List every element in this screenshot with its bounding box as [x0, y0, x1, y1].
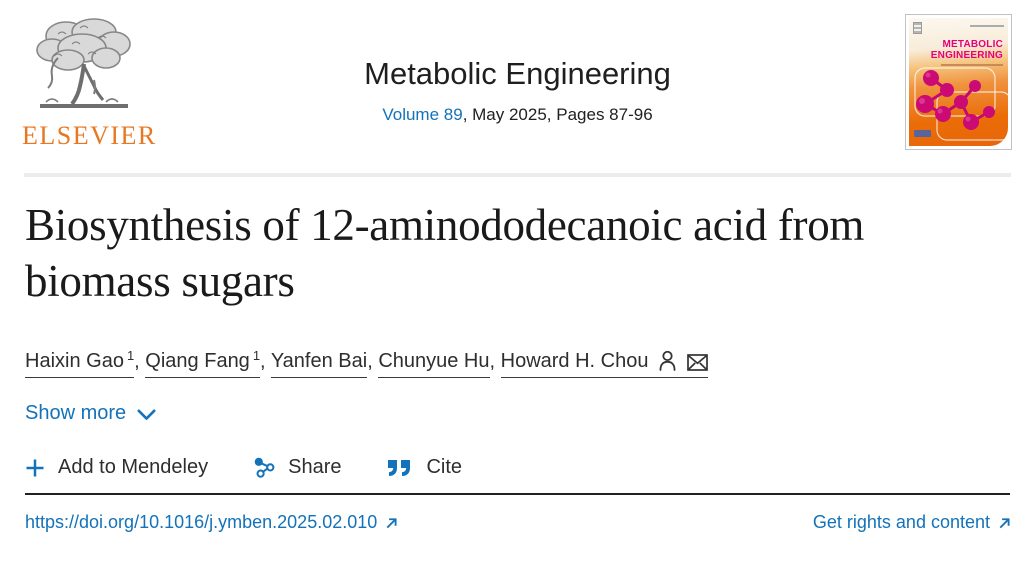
molecule-illustration — [914, 67, 1008, 141]
author-separator: , — [489, 350, 501, 373]
header-divider — [24, 173, 1011, 177]
cover-elsevier-mark-icon — [914, 130, 931, 137]
author-separator: , — [260, 350, 271, 373]
get-rights-label: Get rights and content — [812, 512, 990, 533]
cover-tagline-decor — [941, 64, 1003, 66]
add-to-mendeley-button[interactable]: Add to Mendeley — [25, 456, 208, 479]
elsevier-tree-icon — [36, 18, 131, 108]
journal-cover-art: METABOLIC ENGINEERING — [909, 18, 1008, 146]
share-button[interactable]: Share — [254, 456, 341, 479]
share-label: Share — [288, 456, 342, 479]
cite-button[interactable]: Cite — [387, 456, 462, 479]
journal-block: Metabolic Engineering Volume 89, May 202… — [180, 56, 855, 125]
author-link[interactable]: Haixin Gao 1 — [25, 347, 135, 379]
publisher-name: ELSEVIER — [22, 121, 157, 150]
actions-row: Add to Mendeley Share Cite — [25, 456, 1010, 479]
authors-list: Haixin Gao 1, Qiang Fang 1, Yanfen Bai, Ch… — [25, 347, 709, 379]
journal-title: Metabolic Engineering — [364, 56, 671, 91]
show-more-button[interactable]: Show more — [25, 402, 156, 425]
share-icon — [254, 457, 275, 478]
doi-text: https://doi.org/10.1016/j.ymben.2025.02.… — [25, 512, 378, 533]
external-link-icon — [999, 518, 1010, 529]
author-separator: , — [367, 350, 379, 373]
volume-link[interactable]: Volume 89 — [382, 105, 463, 124]
quote-icon — [388, 459, 411, 476]
author-icons — [648, 350, 709, 372]
journal-title-link[interactable]: Metabolic Engineering — [364, 56, 671, 91]
journal-cover-link[interactable]: METABOLIC ENGINEERING — [905, 14, 1012, 150]
elsevier-logo-link[interactable]: ELSEVIER — [22, 14, 157, 151]
add-to-mendeley-label: Add to Mendeley — [58, 456, 209, 479]
journal-cover: METABOLIC ENGINEERING — [905, 14, 1012, 150]
person-icon[interactable] — [658, 350, 677, 372]
plus-icon — [26, 459, 44, 477]
journal-issue-info: Volume 89, May 2025, Pages 87-96 — [180, 105, 855, 125]
author-affiliation-sup: 1 — [126, 347, 135, 363]
author-link[interactable]: Howard H. Chou — [500, 350, 709, 379]
doi-link[interactable]: https://doi.org/10.1016/j.ymben.2025.02.… — [25, 512, 397, 533]
get-rights-link[interactable]: Get rights and content — [813, 512, 1010, 533]
author-link[interactable]: Qiang Fang 1 — [145, 347, 261, 379]
article-title: Biosynthesis of 12-aminododecanoic acid … — [25, 200, 865, 306]
author-link[interactable]: Yanfen Bai — [270, 350, 368, 379]
authors-row: Haixin Gao 1, Qiang Fang 1, Yanfen Bai, Ch… — [25, 348, 1010, 379]
chevron-down-icon — [137, 409, 156, 421]
issue-suffix: , May 2025, Pages 87-96 — [462, 105, 653, 124]
cite-label: Cite — [426, 456, 463, 479]
author-affiliation-sup: 1 — [252, 347, 261, 363]
page-header: ELSEVIER Metabolic Engineering Volume 89… — [0, 0, 1035, 173]
cover-publisher-mark-icon — [913, 22, 922, 34]
show-more-label: Show more — [25, 402, 127, 425]
author-link[interactable]: Chunyue Hu — [378, 350, 490, 379]
external-link-icon — [386, 518, 397, 529]
content-divider — [25, 493, 1010, 496]
cover-journal-title: METABOLIC ENGINEERING — [930, 39, 1003, 61]
article-header: Biosynthesis of 12-aminododecanoic acid … — [0, 198, 1035, 533]
cover-issue-text-decor — [970, 25, 1004, 27]
envelope-icon[interactable] — [687, 354, 709, 372]
footer-row: https://doi.org/10.1016/j.ymben.2025.02.… — [25, 512, 1010, 533]
author-separator: , — [134, 350, 146, 373]
